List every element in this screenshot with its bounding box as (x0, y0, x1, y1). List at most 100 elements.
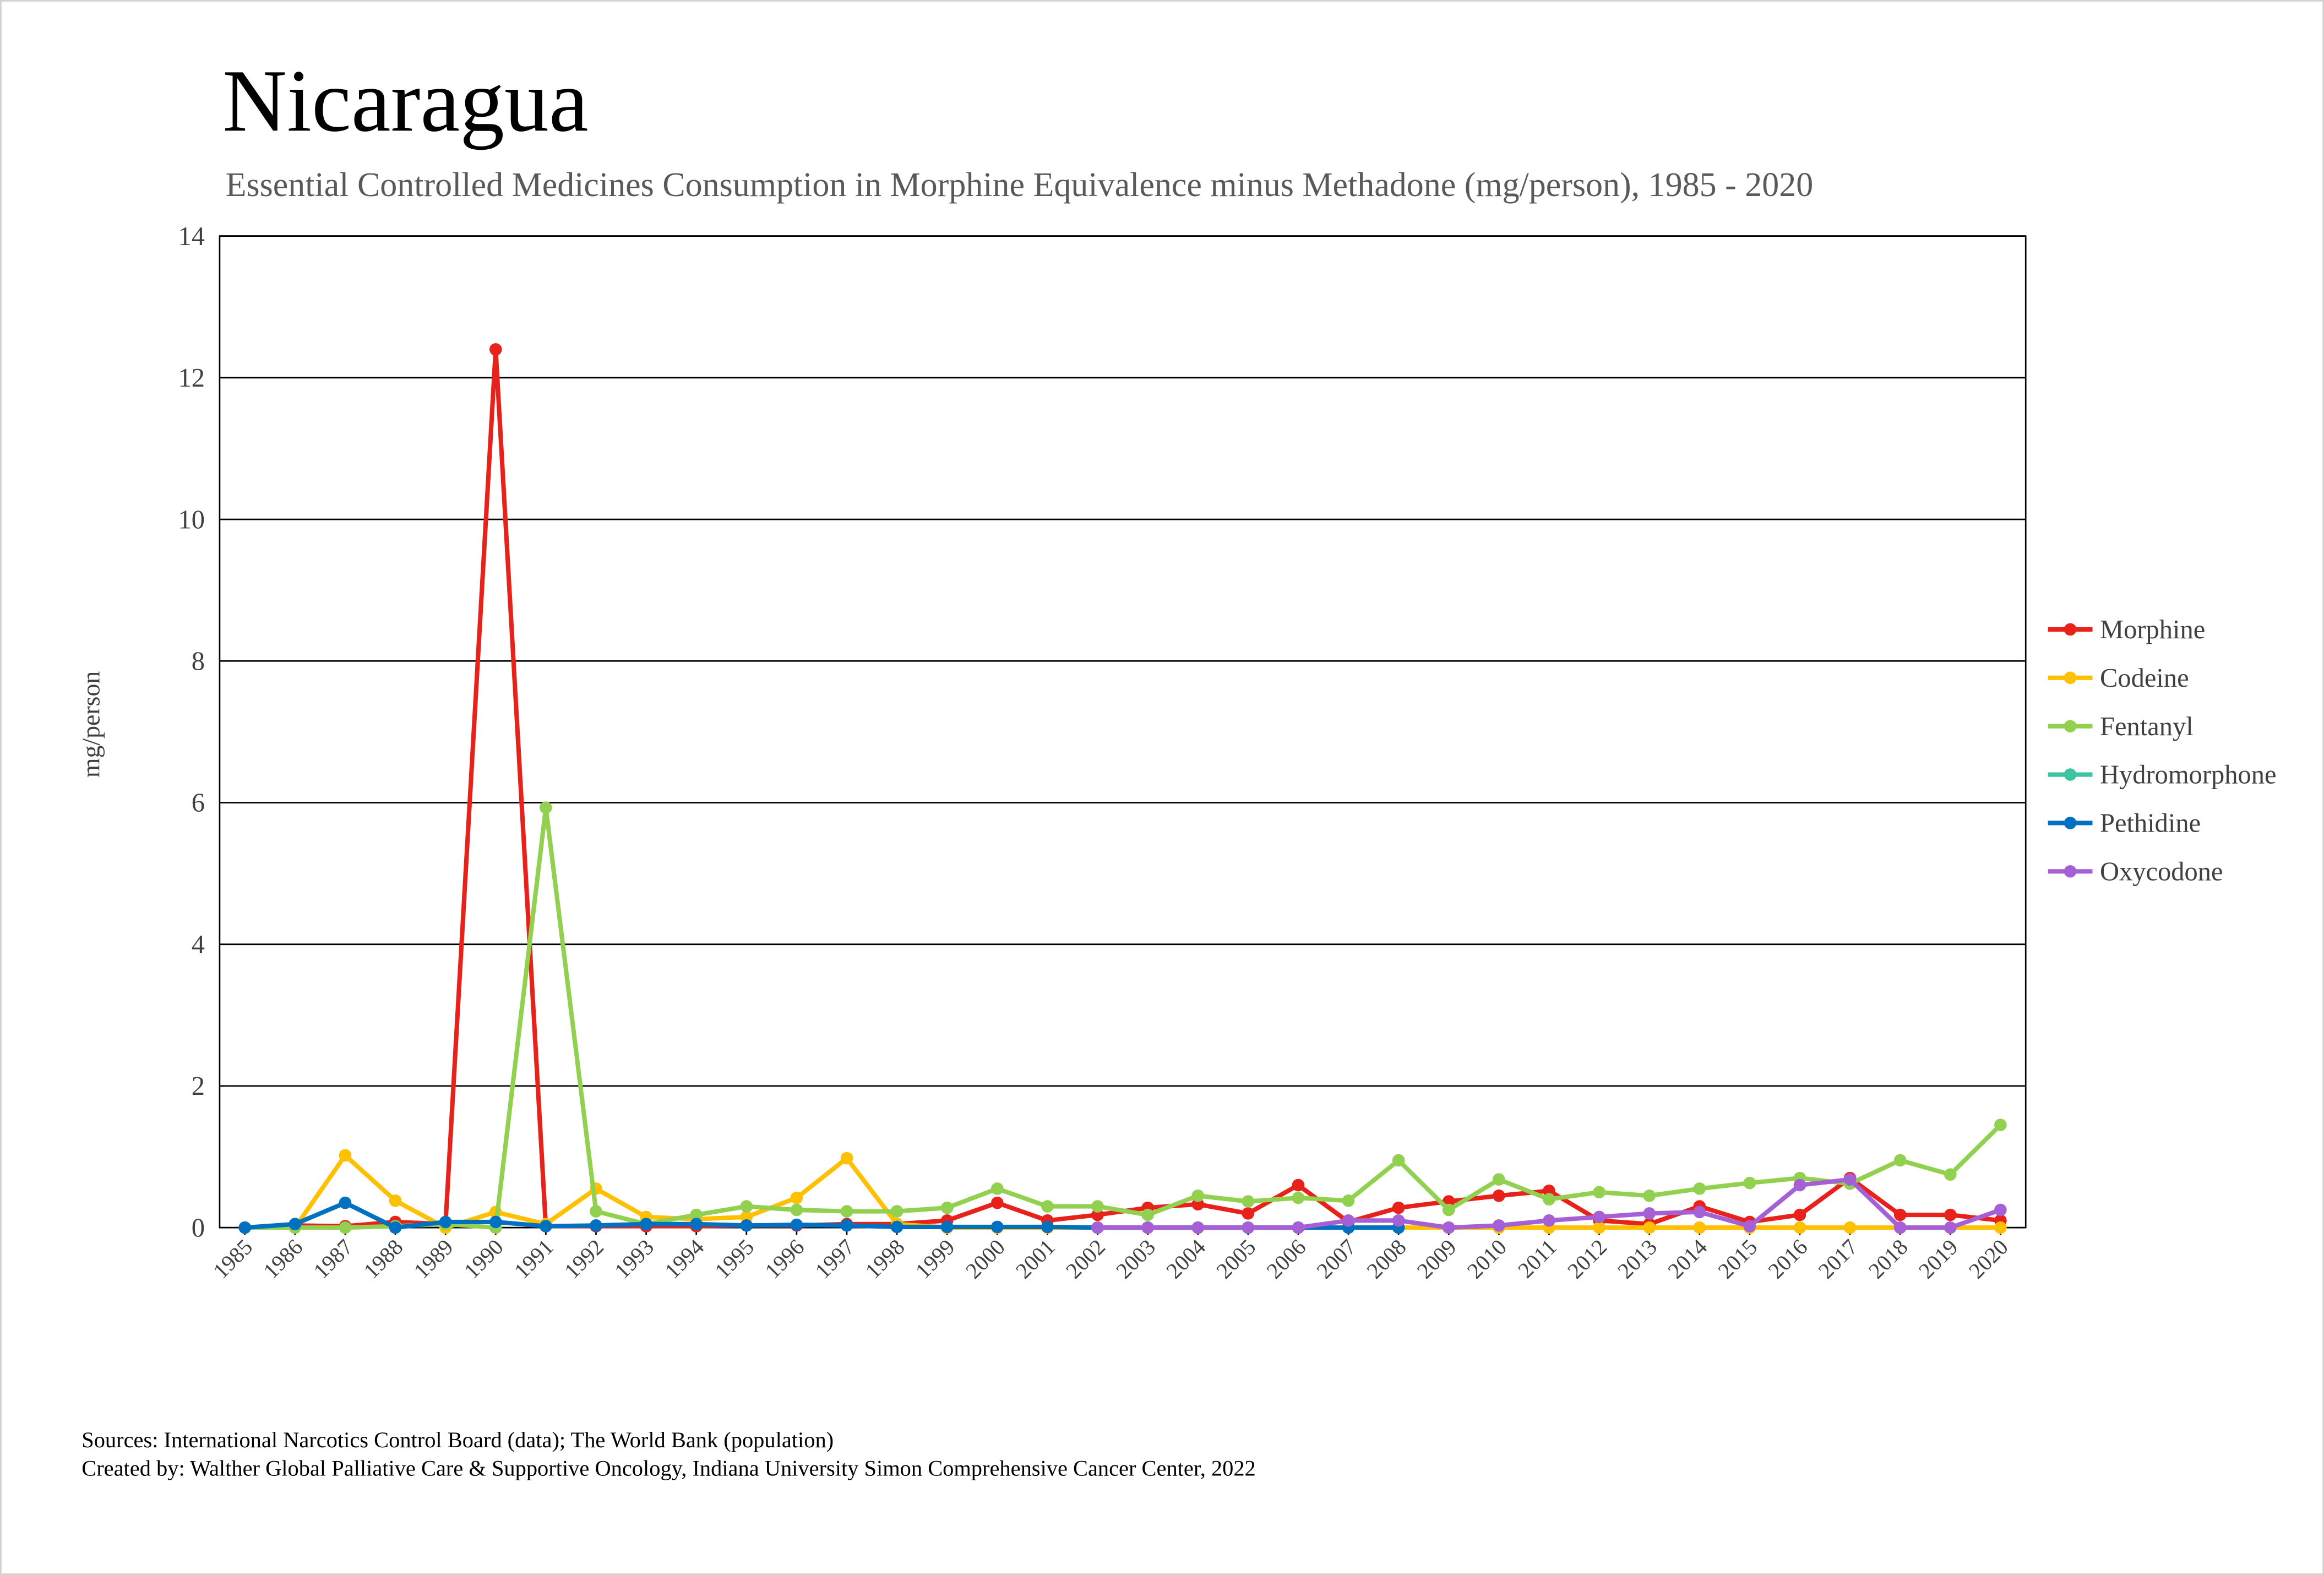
data-point (1693, 1182, 1706, 1195)
data-point (1292, 1221, 1305, 1234)
data-point (289, 1218, 302, 1231)
data-point (640, 1218, 652, 1231)
y-tick-label: 12 (178, 363, 205, 393)
footnote: Sources: International Narcotics Control… (81, 1427, 834, 1452)
data-point (1793, 1221, 1806, 1234)
data-point (840, 1219, 853, 1232)
data-point (540, 1220, 552, 1232)
data-point (1944, 1221, 1957, 1234)
data-point (790, 1191, 803, 1204)
chart-title: Nicaragua (222, 51, 588, 150)
data-point (990, 1182, 1004, 1195)
legend-label: Morphine (2100, 615, 2205, 644)
data-point (990, 1220, 1004, 1234)
data-point (1593, 1210, 1605, 1224)
chart-subtitle: Essential Controlled Medicines Consumpti… (226, 166, 1814, 204)
data-point (540, 801, 552, 814)
data-point (339, 1149, 352, 1162)
data-point (489, 343, 502, 356)
data-point (690, 1208, 703, 1221)
data-point (1593, 1221, 1605, 1234)
y-tick-label: 4 (192, 930, 205, 959)
data-point (1893, 1154, 1907, 1167)
data-point (1091, 1200, 1104, 1213)
data-point (1493, 1219, 1505, 1232)
data-point (840, 1205, 853, 1218)
data-point (1041, 1220, 1054, 1234)
data-point (1893, 1208, 1907, 1221)
data-point (1843, 1173, 1857, 1186)
legend-swatch (2064, 768, 2077, 781)
data-point (1743, 1176, 1756, 1190)
data-point (740, 1219, 753, 1232)
data-point (1191, 1189, 1205, 1202)
data-point (389, 1194, 402, 1207)
data-point (389, 1221, 402, 1234)
data-point (1543, 1193, 1555, 1206)
series-line (244, 805, 2002, 1230)
y-tick-label: 10 (178, 505, 205, 534)
legend-label: Oxycodone (2100, 857, 2223, 886)
y-tick-label: 8 (192, 647, 205, 676)
data-point (1543, 1214, 1555, 1227)
data-point (590, 1219, 602, 1232)
data-point (439, 1215, 452, 1229)
data-point (238, 1221, 252, 1234)
data-point (940, 1201, 954, 1214)
data-point (1292, 1178, 1305, 1192)
data-point (1392, 1154, 1405, 1167)
data-point (1392, 1214, 1405, 1227)
legend-swatch (2064, 671, 2077, 685)
data-point (790, 1203, 803, 1216)
y-tick-label: 14 (178, 222, 205, 251)
data-point (1242, 1221, 1255, 1234)
data-point (489, 1215, 502, 1229)
legend-swatch (2064, 817, 2077, 829)
data-point (790, 1218, 803, 1231)
legend-swatch (2064, 865, 2077, 878)
data-point (990, 1196, 1004, 1209)
data-point (1944, 1168, 1957, 1181)
data-point (1442, 1221, 1455, 1234)
data-point (1342, 1194, 1355, 1207)
data-point (1593, 1186, 1605, 1199)
data-point (1843, 1221, 1857, 1234)
y-tick-label: 6 (192, 789, 205, 818)
data-point (339, 1221, 352, 1234)
legend-label: Pethidine (2100, 809, 2201, 838)
data-point (1994, 1118, 2007, 1132)
legend-label: Codeine (2100, 664, 2189, 693)
data-point (1994, 1221, 2007, 1234)
data-point (1342, 1214, 1355, 1227)
y-tick-label: 2 (192, 1072, 205, 1101)
legend-label: Fentanyl (2100, 712, 2194, 741)
data-point (890, 1205, 904, 1218)
data-point (1693, 1221, 1706, 1234)
data-point (690, 1218, 703, 1231)
legend-swatch (2064, 720, 2077, 733)
y-tick-label: 0 (192, 1213, 205, 1242)
data-point (890, 1220, 904, 1234)
data-point (840, 1152, 853, 1165)
data-point (1643, 1189, 1656, 1202)
data-point (1091, 1221, 1104, 1234)
data-point (1292, 1191, 1305, 1204)
y-axis-label: mg/person (77, 671, 105, 778)
data-point (1743, 1220, 1756, 1232)
data-point (1944, 1208, 1957, 1221)
data-point (339, 1196, 352, 1209)
data-point (590, 1205, 602, 1218)
data-point (1442, 1203, 1455, 1216)
data-point (1793, 1208, 1806, 1221)
data-point (1141, 1221, 1154, 1234)
data-point (1041, 1200, 1054, 1213)
footnote: Created by: Walther Global Palliative Ca… (81, 1455, 1256, 1480)
data-point (1141, 1208, 1154, 1221)
data-point (1493, 1173, 1505, 1186)
data-point (1493, 1189, 1505, 1202)
data-point (1893, 1221, 1907, 1234)
data-point (1242, 1195, 1255, 1208)
data-point (1643, 1221, 1656, 1234)
legend-swatch (2064, 623, 2077, 636)
